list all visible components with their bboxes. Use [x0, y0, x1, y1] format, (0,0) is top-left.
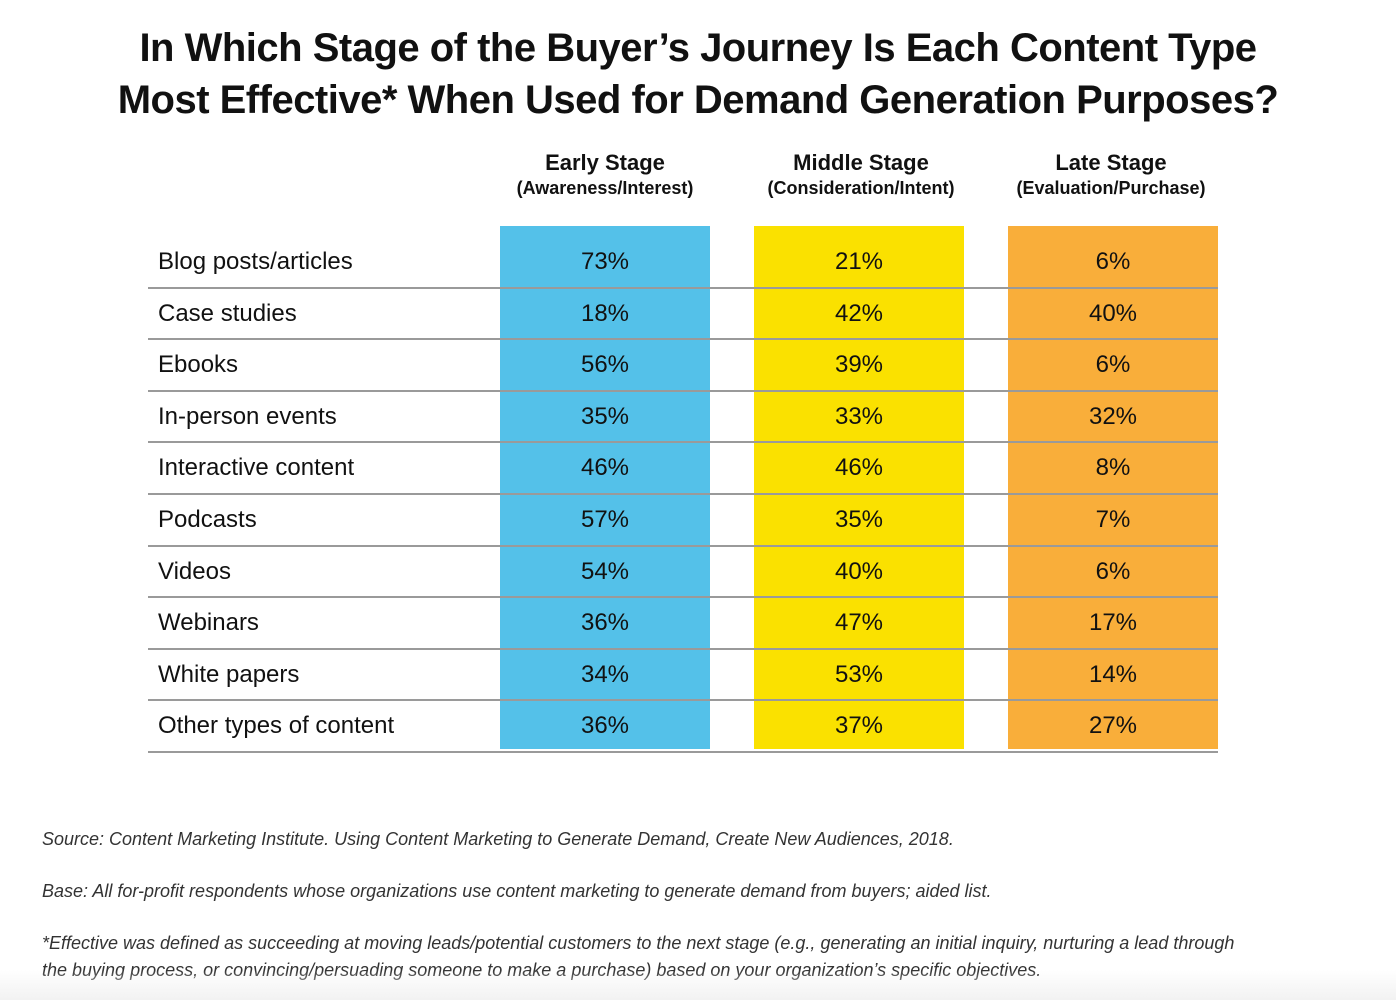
row-label: Ebooks — [158, 351, 239, 379]
value-cell-late: 27% — [1088, 712, 1138, 740]
row-label: In-person events — [158, 402, 337, 430]
row-separator — [148, 441, 1218, 443]
value-cell-early: 56% — [580, 351, 630, 379]
value-cell-early: 57% — [580, 506, 630, 533]
row-separator — [148, 648, 1218, 650]
chart-title: In Which Stage of the Buyer’s Journey Is… — [0, 22, 1396, 126]
row-separator — [148, 545, 1218, 547]
value-cell-early: 34% — [580, 660, 630, 688]
value-cell-late: 32% — [1088, 402, 1138, 430]
row-label: Webinars — [158, 609, 259, 637]
value-cell-middle: 42% — [834, 299, 884, 327]
value-cell-middle: 39% — [834, 351, 884, 379]
row-separator — [148, 338, 1218, 340]
base-note: Base: All for-profit respondents whose o… — [42, 881, 992, 901]
chart-title-line-2: Most Effective* When Used for Demand Gen… — [117, 78, 1279, 122]
row-label: Blog posts/articles — [158, 248, 353, 275]
column-header-middle-title: Middle Stage — [793, 150, 929, 175]
value-cell-middle: 33% — [834, 402, 884, 430]
value-cell-early: 73% — [580, 248, 630, 275]
value-cell-middle: 21% — [834, 248, 884, 275]
row-separator — [148, 596, 1218, 598]
row-label: Case studies — [158, 299, 297, 327]
column-background-late — [1008, 226, 1218, 749]
row-label: Podcasts — [158, 506, 257, 533]
row-separator — [148, 699, 1218, 701]
value-cell-late: 7% — [1095, 506, 1131, 533]
chart-title-line-1: In Which Stage of the Buyer’s Journey Is… — [139, 26, 1257, 70]
value-cell-middle: 53% — [834, 660, 884, 688]
row-separator — [148, 287, 1218, 289]
value-cell-early: 18% — [580, 299, 630, 327]
bottom-fade — [0, 970, 1396, 1000]
row-separator — [148, 751, 1218, 753]
row-label: White papers — [158, 660, 300, 688]
column-header-early: Early Stage (Awareness/Interest) — [470, 150, 740, 200]
row-label: Other types of content — [158, 712, 395, 740]
value-cell-late: 17% — [1088, 609, 1138, 637]
column-header-early-title: Early Stage — [545, 150, 665, 175]
source-note: Source: Content Marketing Institute. Usi… — [42, 829, 954, 849]
value-cell-late: 8% — [1095, 454, 1131, 482]
column-header-late: Late Stage (Evaluation/Purchase) — [976, 150, 1246, 200]
value-cell-early: 36% — [580, 712, 630, 740]
row-label: Videos — [158, 557, 231, 585]
column-background-early — [500, 226, 710, 749]
value-cell-late: 6% — [1095, 351, 1131, 379]
column-header-late-subtitle: (Evaluation/Purchase) — [1016, 178, 1206, 198]
row-separator — [148, 493, 1218, 495]
value-cell-late: 6% — [1095, 248, 1131, 275]
column-header-early-subtitle: (Awareness/Interest) — [516, 178, 694, 198]
value-cell-early: 36% — [580, 609, 630, 637]
value-cell-middle: 40% — [834, 557, 884, 585]
effective-footnote-line-1: *Effective was defined as succeeding at … — [42, 933, 1235, 953]
value-cell-middle: 46% — [834, 454, 884, 482]
value-cell-middle: 37% — [834, 712, 884, 740]
value-cell-late: 40% — [1088, 299, 1138, 327]
row-separator — [148, 390, 1218, 392]
value-cell-early: 35% — [580, 402, 630, 430]
column-header-late-title: Late Stage — [1055, 150, 1167, 175]
value-cell-middle: 47% — [834, 609, 884, 637]
column-background-middle — [754, 226, 964, 749]
value-cell-late: 14% — [1088, 660, 1138, 688]
value-cell-late: 6% — [1095, 557, 1131, 585]
value-cell-middle: 35% — [834, 506, 884, 533]
value-cell-early: 54% — [580, 557, 630, 585]
column-header-middle: Middle Stage (Consideration/Intent) — [726, 150, 996, 200]
column-header-middle-subtitle: (Consideration/Intent) — [767, 178, 955, 198]
value-cell-early: 46% — [580, 454, 630, 482]
row-label: Interactive content — [158, 454, 355, 482]
